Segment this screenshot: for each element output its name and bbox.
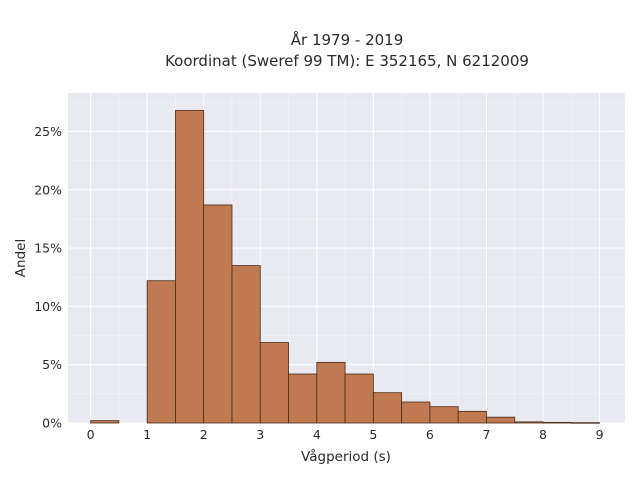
x-axis-label: Vågperiod (s): [301, 448, 391, 465]
histogram-bar: [175, 110, 205, 424]
histogram-bar: [344, 373, 374, 424]
x-tick-label: 3: [256, 427, 264, 442]
x-tick-label: 9: [596, 427, 604, 442]
histogram-bar: [457, 410, 487, 424]
histogram-bar: [288, 373, 318, 424]
y-tick-label: 15%: [34, 241, 62, 256]
bars: [90, 110, 600, 424]
x-tick-label: 7: [482, 427, 490, 442]
x-tick-label: 0: [87, 427, 95, 442]
histogram-bar: [203, 204, 233, 424]
histogram-bar: [90, 420, 120, 424]
histogram-bar: [570, 422, 600, 424]
y-axis-ticks: 0% 5% 10% 15% 20% 25%: [34, 124, 62, 431]
chart-title-line-2: Koordinat (Sweref 99 TM): E 352165, N 62…: [165, 52, 529, 70]
x-tick-label: 8: [539, 427, 547, 442]
histogram-bar: [542, 422, 572, 424]
y-tick-label: 20%: [34, 182, 62, 197]
x-axis-ticks: 0 1 2 3 4 5 6 7 8 9: [87, 427, 604, 442]
x-tick-label: 6: [426, 427, 434, 442]
histogram-bar: [429, 406, 459, 424]
histogram-bar: [231, 265, 261, 424]
x-tick-label: 4: [313, 427, 321, 442]
histogram-bar: [372, 392, 403, 424]
x-tick-label: 1: [143, 427, 151, 442]
x-tick-label: 5: [369, 427, 377, 442]
histogram-bar: [514, 421, 544, 424]
y-tick-label: 25%: [34, 124, 62, 139]
y-tick-label: 10%: [34, 299, 62, 314]
histogram-bar: [259, 342, 289, 424]
histogram-bar: [401, 401, 431, 424]
y-tick-label: 5%: [42, 357, 62, 372]
histogram-bar: [146, 280, 176, 424]
histogram-bar: [316, 361, 346, 424]
y-axis-label: Andel: [13, 239, 29, 277]
y-tick-label: 0%: [42, 416, 62, 431]
chart-title-line-1: År 1979 - 2019: [291, 30, 404, 49]
x-tick-label: 2: [200, 427, 208, 442]
histogram-bar: [486, 416, 516, 424]
